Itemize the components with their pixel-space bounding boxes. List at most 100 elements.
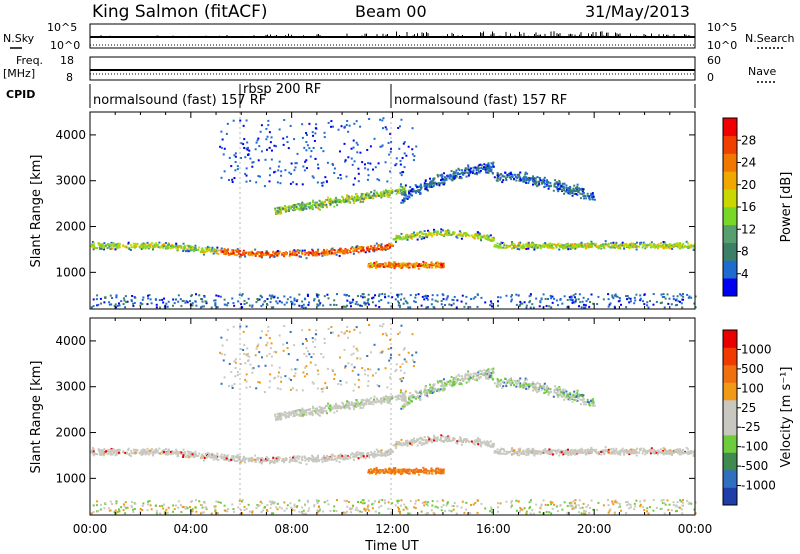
power-cell	[399, 304, 402, 307]
power-cell	[326, 248, 329, 251]
velocity-cell	[402, 443, 405, 446]
power-cell	[308, 122, 311, 125]
power-cell	[256, 139, 259, 142]
power-cell	[558, 181, 561, 184]
velocity-cell	[517, 451, 520, 454]
power-cell	[309, 202, 312, 205]
power-cell	[127, 241, 130, 244]
power-cell	[91, 243, 94, 246]
power-cell	[296, 249, 299, 252]
velocity-cell	[207, 453, 210, 456]
power-cell	[323, 131, 326, 134]
power-cell	[300, 251, 303, 254]
power-cell	[302, 205, 305, 208]
velocity-cell	[357, 457, 360, 460]
power-cell	[473, 237, 476, 240]
power-cell	[464, 169, 467, 172]
power-cell	[573, 242, 576, 245]
power-cell	[623, 247, 626, 250]
power-cell	[381, 264, 384, 267]
power-cell	[553, 185, 556, 188]
power-cell	[297, 251, 300, 254]
power-cell	[303, 205, 306, 208]
velocity-cell	[375, 448, 378, 451]
power-cell	[543, 182, 546, 185]
power-cell	[506, 175, 509, 178]
power-cell	[360, 249, 363, 252]
power-cell	[393, 267, 396, 270]
power-cell	[385, 263, 388, 266]
power-cell	[311, 175, 314, 178]
velocity-cell	[318, 459, 321, 462]
velocity-cell	[590, 448, 593, 451]
power-cell	[370, 265, 373, 268]
power-cell	[317, 300, 320, 303]
velocity-cell	[666, 452, 669, 455]
power-cell	[382, 190, 385, 193]
power-cell	[92, 305, 95, 308]
power-cell	[230, 252, 233, 255]
power-cell	[395, 234, 398, 237]
power-cell	[485, 237, 488, 240]
power-cell	[661, 245, 664, 248]
power-cell	[546, 184, 549, 187]
power-cell	[257, 137, 260, 140]
power-cell	[165, 246, 168, 249]
velocity-cell	[118, 449, 121, 452]
velocity-cell	[278, 456, 281, 459]
power-cell	[304, 306, 307, 309]
power-cell	[596, 303, 599, 306]
power-cell	[294, 162, 297, 165]
velocity-cell	[678, 453, 681, 456]
power-cell	[466, 171, 469, 174]
velocity-cell	[610, 452, 613, 455]
power-cell	[586, 192, 589, 195]
velocity-cell	[129, 454, 132, 457]
velocity-cell	[230, 457, 233, 460]
power-cell	[343, 252, 346, 255]
power-cell	[317, 167, 320, 170]
velocity-cell	[266, 458, 269, 461]
power-cell	[414, 191, 417, 194]
power-cell	[426, 233, 429, 236]
power-cell	[186, 248, 189, 251]
power-cell	[521, 246, 524, 249]
velocity-cell	[281, 460, 284, 463]
velocity-cell	[473, 443, 476, 446]
power-cell	[591, 192, 594, 195]
power-cell	[396, 191, 399, 194]
power-cell	[206, 245, 209, 248]
velocity-cell	[110, 448, 113, 451]
velocity-cell	[436, 436, 439, 439]
velocity-cell	[304, 456, 307, 459]
power-cell	[427, 306, 430, 309]
power-cell	[264, 251, 267, 254]
velocity-cell	[312, 457, 315, 460]
velocity-cell	[496, 448, 499, 451]
power-cell	[436, 294, 439, 297]
power-cell	[333, 171, 336, 174]
power-cell	[295, 253, 298, 256]
power-cell	[625, 306, 628, 309]
power-cell	[245, 119, 248, 122]
power-cell	[315, 254, 318, 257]
power-cell	[291, 205, 294, 208]
velocity-cell	[247, 457, 250, 460]
power-cell	[286, 141, 289, 144]
velocity-cell	[395, 440, 398, 443]
power-cell	[315, 201, 318, 204]
power-cell	[429, 180, 432, 183]
power-cell	[463, 305, 466, 308]
velocity-cell	[301, 458, 304, 461]
power-cell	[610, 242, 613, 245]
power-cell	[522, 179, 525, 182]
power-cell	[371, 301, 374, 304]
velocity-cell	[99, 451, 102, 454]
colorbar-tick-label: 4	[741, 267, 749, 281]
power-cell	[573, 301, 576, 304]
power-cell	[509, 172, 512, 175]
power-cell	[687, 245, 690, 248]
power-cell	[510, 295, 513, 298]
power-cell	[562, 186, 565, 189]
power-cell	[146, 241, 149, 244]
